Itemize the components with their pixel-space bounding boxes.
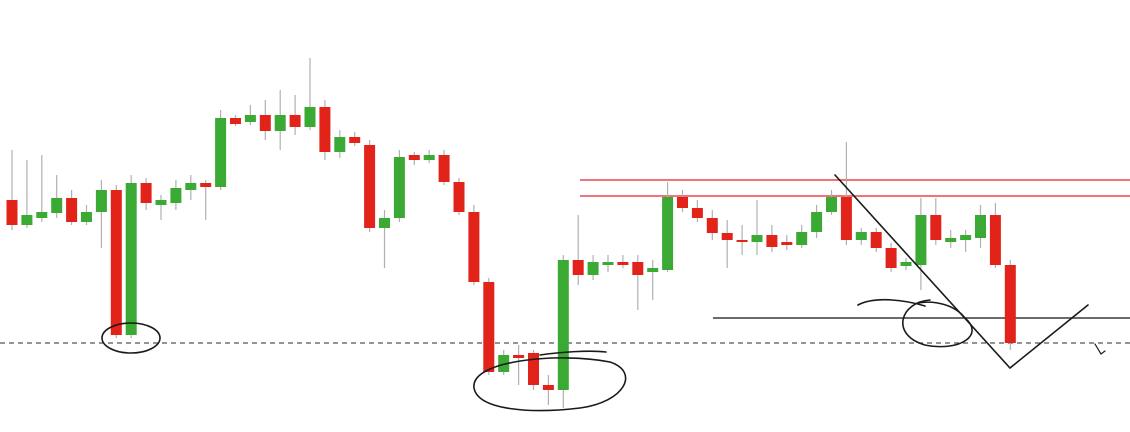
candle-body xyxy=(751,235,763,242)
candle-body xyxy=(21,215,33,225)
circle-annotation xyxy=(473,350,627,412)
candle-body xyxy=(647,268,659,272)
candle-body xyxy=(155,200,167,205)
candle-body xyxy=(513,355,525,358)
candle-body xyxy=(796,232,808,245)
candle-body xyxy=(364,145,376,228)
candle-body xyxy=(140,183,152,203)
candle-body xyxy=(36,212,48,218)
candle-body xyxy=(6,200,18,225)
candle-body xyxy=(289,115,301,127)
candle-body xyxy=(230,118,241,124)
candle-body xyxy=(438,155,450,182)
candle-body xyxy=(185,183,197,190)
candle-body xyxy=(826,197,837,212)
candle-body xyxy=(528,353,539,385)
candle-body xyxy=(602,262,614,265)
candle-body xyxy=(736,240,748,242)
candle-body xyxy=(81,212,92,222)
candle-body xyxy=(66,198,78,222)
candle-body xyxy=(453,182,465,212)
candle-body xyxy=(200,183,212,187)
candle-body xyxy=(319,107,331,152)
candle-body xyxy=(855,232,867,240)
candle-body xyxy=(587,262,599,275)
candle-body xyxy=(617,262,629,265)
candle-body xyxy=(557,260,569,390)
candle-body xyxy=(468,212,480,282)
trend-line xyxy=(834,174,1089,370)
candle-body xyxy=(51,198,63,213)
candle-body xyxy=(691,208,703,218)
candle-body xyxy=(960,235,972,240)
candle-body xyxy=(930,215,942,240)
hand-drawings xyxy=(101,174,1106,412)
candle-body xyxy=(677,197,688,208)
candle-body xyxy=(989,215,1001,265)
candle-body xyxy=(811,212,823,232)
candle-body xyxy=(95,190,107,212)
candles xyxy=(6,58,1016,408)
candle-body xyxy=(393,157,405,218)
cursor xyxy=(1094,343,1106,355)
candle-body xyxy=(215,118,227,187)
candle-body xyxy=(125,183,137,335)
candle-body xyxy=(110,190,122,335)
candle-body xyxy=(721,233,733,240)
candle-body xyxy=(483,282,495,372)
candle-body xyxy=(706,218,718,233)
candle-body xyxy=(349,137,361,143)
candle-body xyxy=(170,188,182,203)
candle-body xyxy=(1004,265,1016,343)
candle-body xyxy=(781,242,793,245)
candle-body xyxy=(632,262,644,275)
candle-body xyxy=(870,232,882,248)
candle-body xyxy=(244,115,256,122)
candle-body xyxy=(885,248,897,268)
candle-body xyxy=(259,115,271,131)
candle-body xyxy=(304,107,316,127)
candle-body xyxy=(572,260,584,275)
candle-body xyxy=(408,155,420,160)
candle-body xyxy=(945,238,957,242)
circle-annotation xyxy=(857,298,973,348)
candle-body xyxy=(975,215,986,238)
candle-body xyxy=(915,215,927,265)
candle-body xyxy=(542,385,554,390)
candle-body xyxy=(766,235,778,247)
candle-body xyxy=(423,155,435,160)
candle-body xyxy=(498,355,510,372)
candle-body xyxy=(274,115,286,131)
candle-body xyxy=(379,218,390,228)
candle-body xyxy=(840,197,852,240)
candle-body xyxy=(662,197,674,270)
circle-annotation xyxy=(101,322,161,354)
candle-body xyxy=(334,137,346,152)
candle-body xyxy=(900,262,912,266)
